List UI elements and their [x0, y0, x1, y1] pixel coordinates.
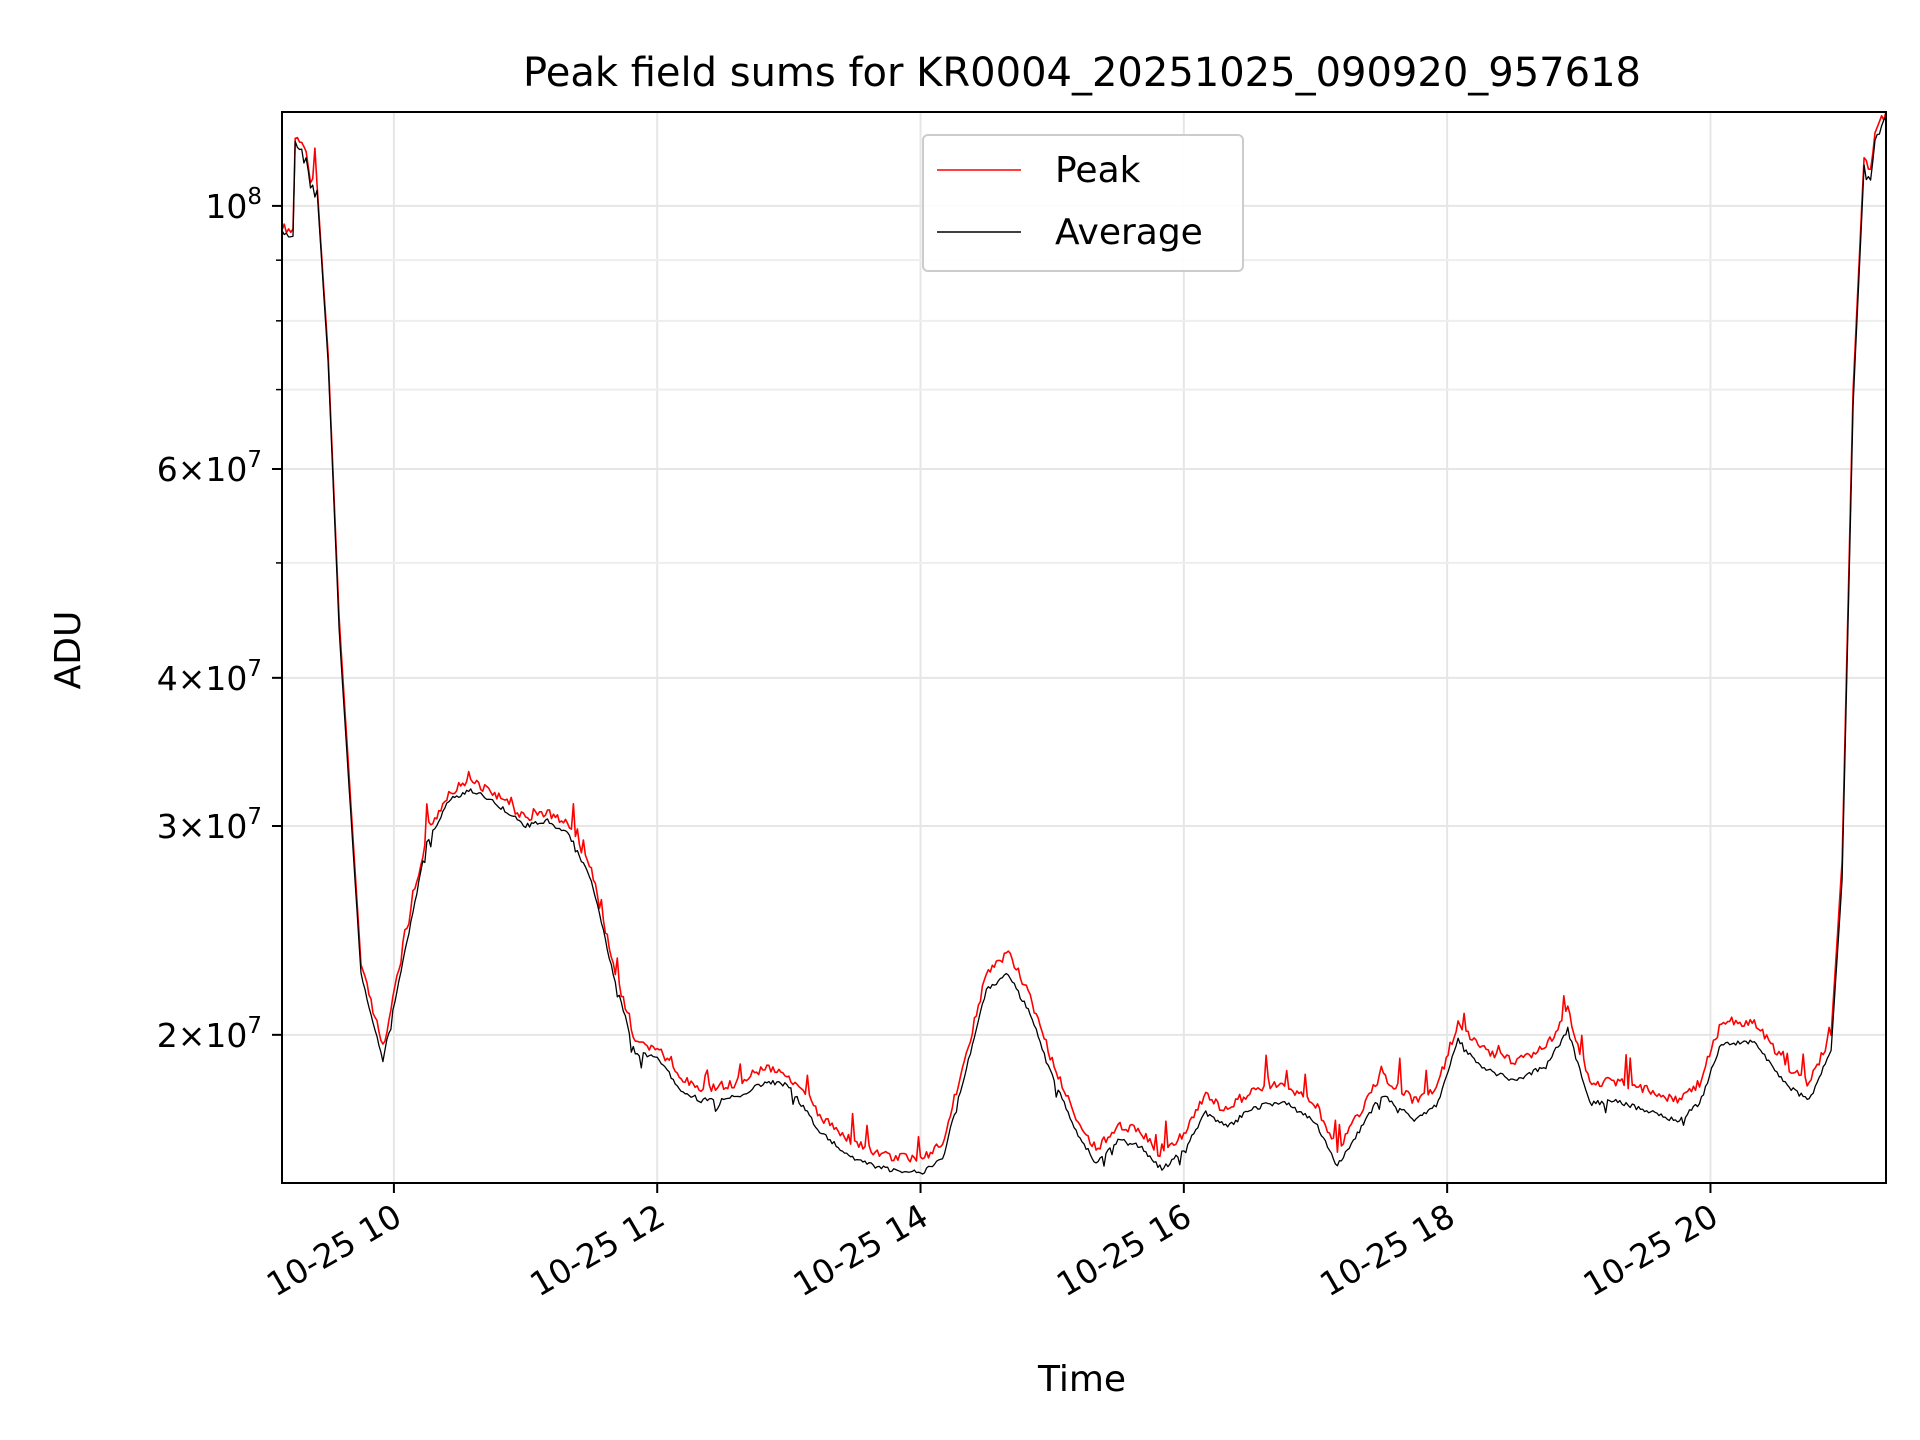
series-average-line [282, 115, 1886, 1175]
plot-frame [281, 111, 1887, 1184]
legend-box [922, 134, 1244, 272]
legend-average-label: Average [1055, 212, 1203, 253]
y-tick-label: 3×107 [157, 804, 262, 846]
y-tick-label: 108 [205, 184, 262, 226]
y-axis: 2×107 3×107 4×107 6×107 108 [157, 184, 282, 1055]
series-peak-line [282, 112, 1886, 1163]
chart-title: Peak field sums for KR0004_20251025_0909… [523, 50, 1641, 96]
y-tick-label: 6×107 [157, 447, 262, 489]
x-axis-label: Time [1037, 1359, 1126, 1400]
y-tick-label: 4×107 [157, 656, 262, 698]
y-axis-label: ADU [48, 611, 89, 690]
legend: Peak Average [922, 134, 1244, 272]
y-tick-label: 2×107 [157, 1013, 262, 1055]
legend-peak-label: Peak [1055, 150, 1141, 191]
series-layer [282, 112, 1886, 1175]
